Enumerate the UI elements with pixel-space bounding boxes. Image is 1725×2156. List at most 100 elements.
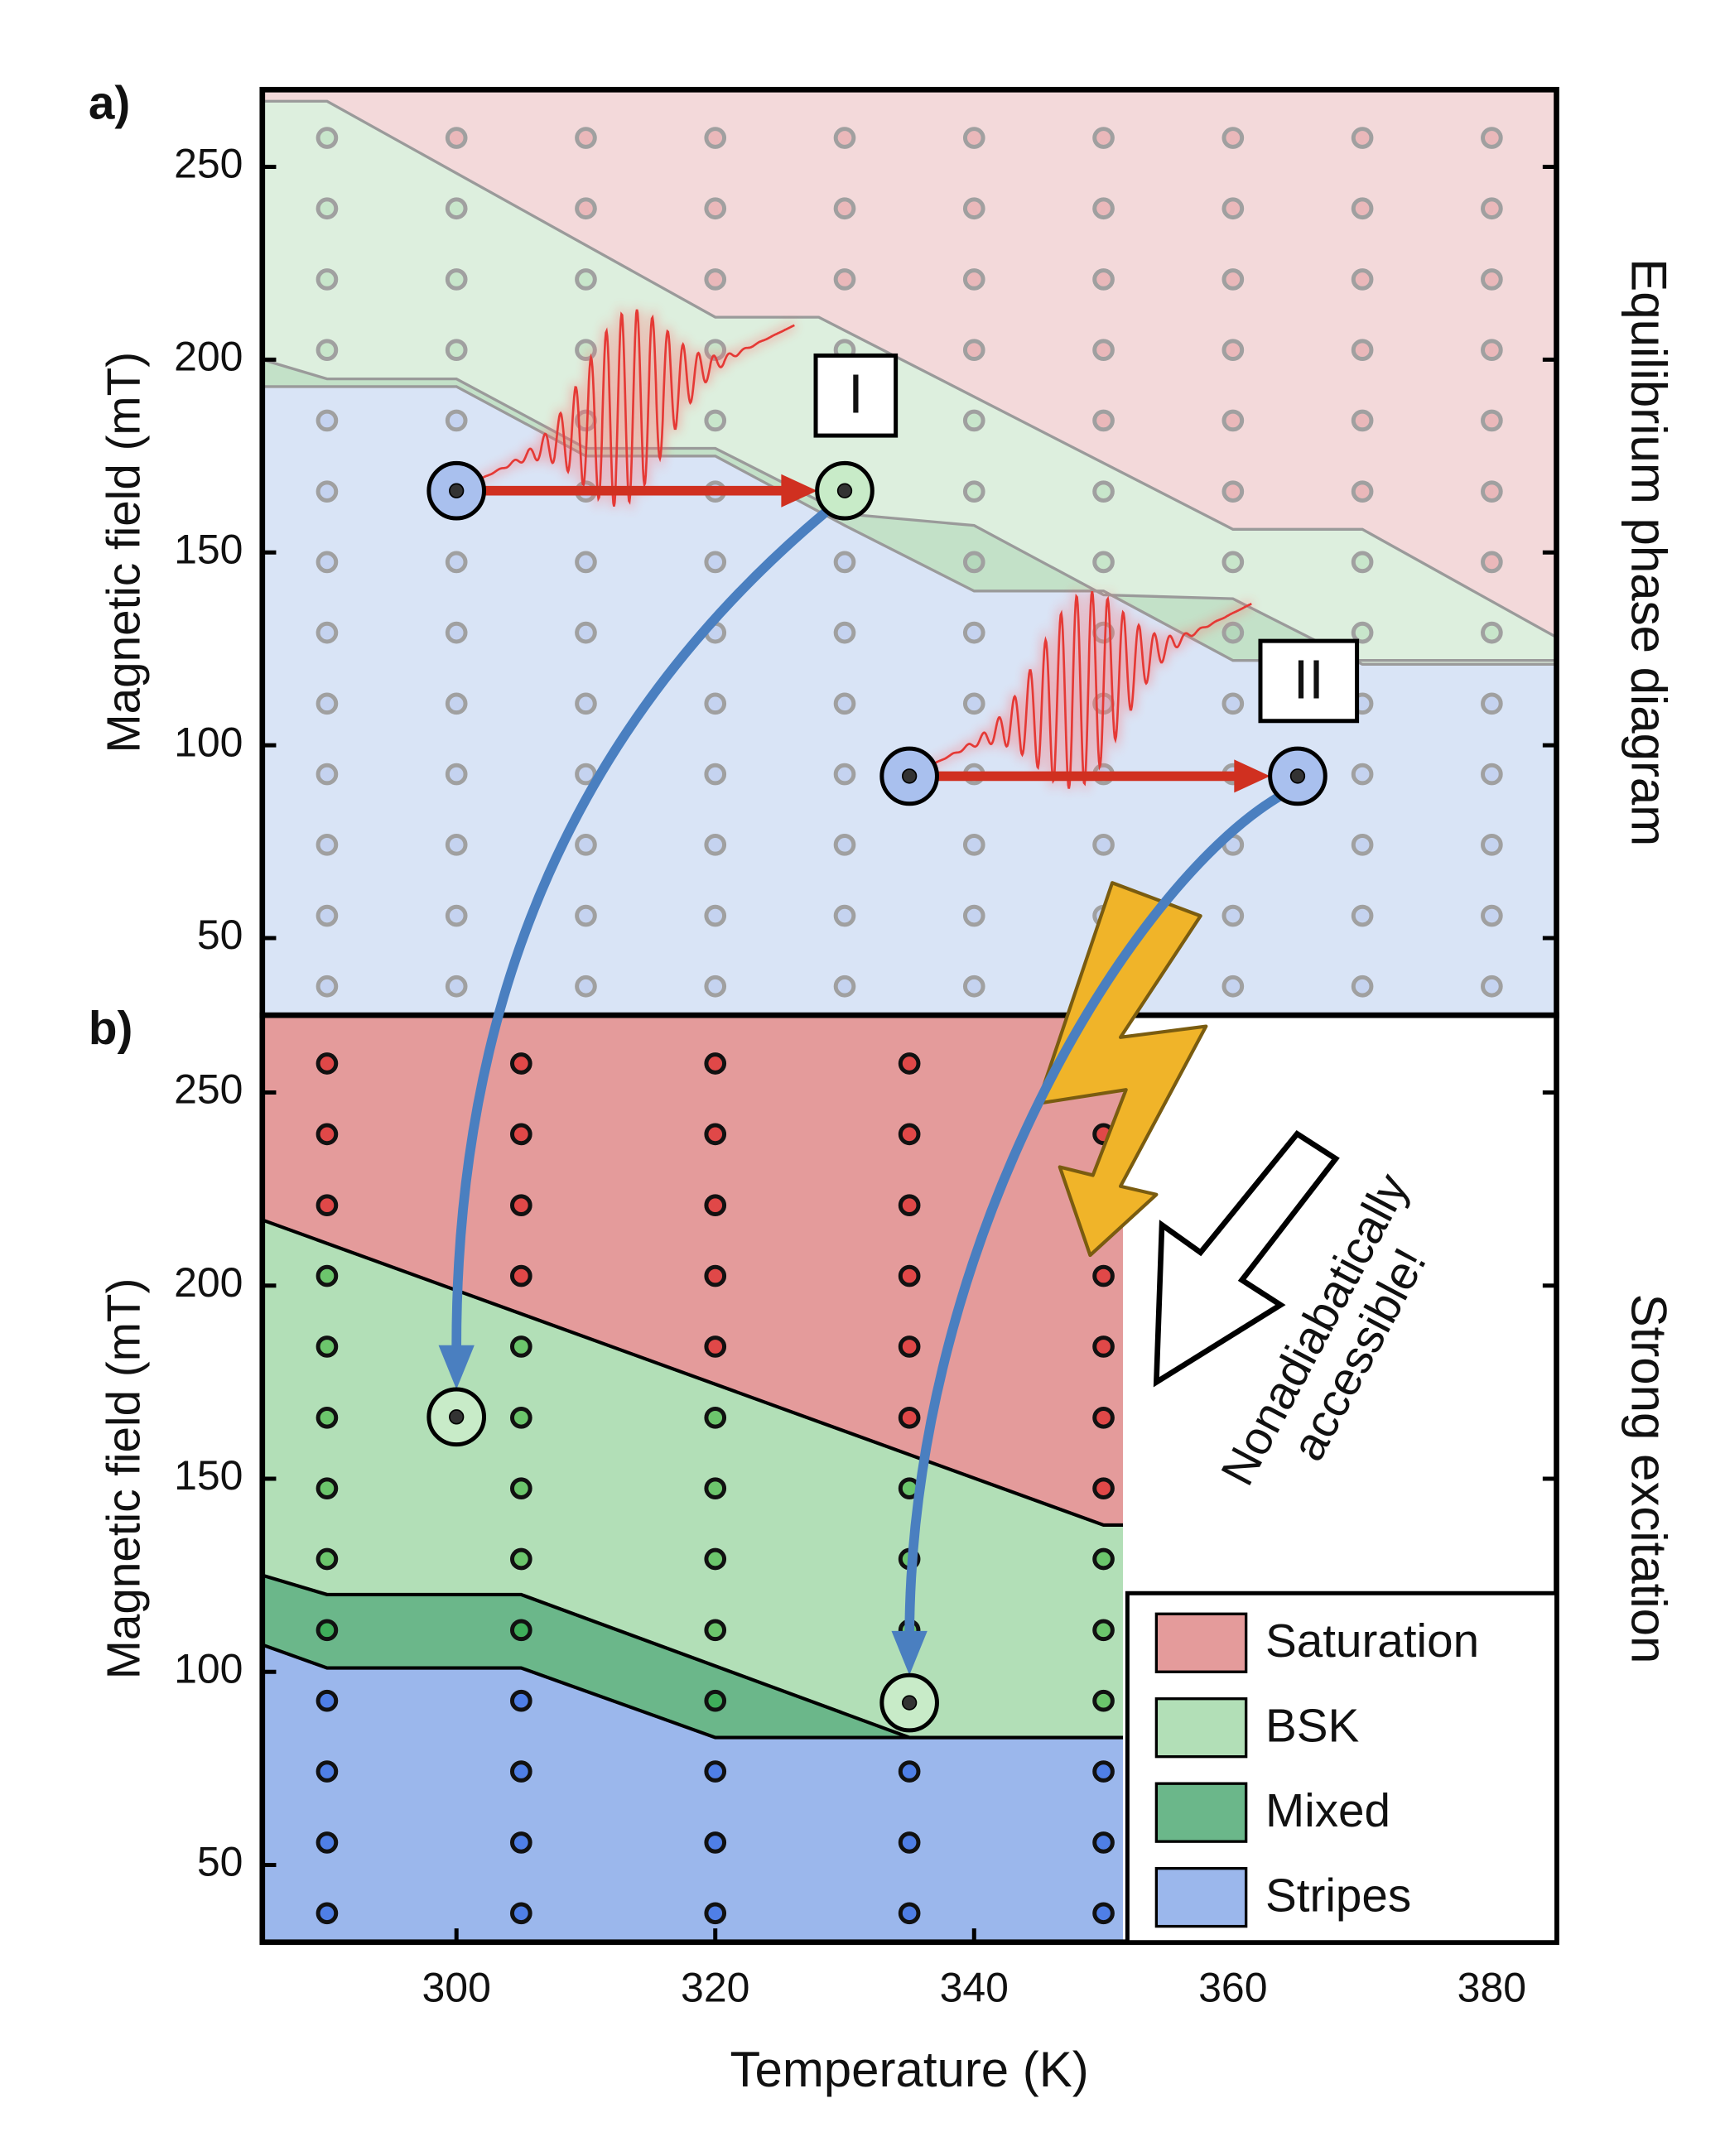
grid-dot [704,551,727,574]
grid-dot [962,904,985,927]
grid-dot [962,480,985,503]
grid-dot [1481,975,1503,998]
grid-dot [1221,409,1245,432]
grid-dot [509,1831,532,1854]
phase-boundary [262,1643,1123,1740]
grid-dot [898,1123,921,1146]
grid-dot [1092,1264,1115,1287]
grid-dot [962,975,985,998]
grid-dot [316,1902,339,1925]
grid-dot [316,1477,339,1499]
grid-dot [704,763,727,786]
grid-dot [575,621,597,644]
grid-dot [445,621,468,644]
y-tick-label: 250 [174,141,243,187]
grid-dot [704,1194,727,1217]
grid-dot [704,1689,727,1712]
grid-dot [1481,904,1503,927]
grid-dot [898,1052,921,1075]
grid-dot [316,1123,339,1146]
grid-dot [833,621,856,644]
grid-dot [704,1831,727,1854]
grid-dot [575,268,597,291]
grid-dot [575,197,597,220]
grid-dot [445,833,468,856]
grid-dot [316,833,339,856]
grid-dot [1092,1902,1115,1925]
grid-dot [509,1406,532,1429]
grid-dot [898,1264,921,1287]
grid-dot [1092,197,1115,220]
y-tick-label: 50 [197,912,243,958]
grid-dot [1221,480,1245,503]
grid-dot [509,1052,532,1075]
grid-dot [833,197,856,220]
y-tick-label: 150 [174,526,243,572]
legend-swatch [1154,1866,1248,1928]
state-marker-core [449,1409,465,1425]
grid-dot [509,1194,532,1217]
grid-dot [1092,480,1115,503]
grid-dot [316,904,339,927]
grid-dot [704,1760,727,1783]
grid-dot [509,1689,532,1712]
grid-dot [1221,692,1245,715]
grid-dot [316,1194,339,1217]
grid-dot [898,1902,921,1925]
grid-dot [704,1902,727,1925]
grid-dot [1351,833,1374,856]
grid-dot [1221,551,1245,574]
grid-dot [445,127,468,149]
grid-dot [445,339,468,362]
grid-dot [898,1194,921,1217]
grid-dot [1351,197,1374,220]
x-axis-label: Temperature (K) [730,2042,1089,2097]
grid-dot [316,763,339,786]
arrow-head [1234,759,1270,793]
grid-dot [833,763,856,786]
panel-label: a) [89,77,130,129]
legend-swatch [1154,1782,1248,1843]
grid-dot [316,692,339,715]
grid-dot [1092,1335,1115,1358]
grid-dot [316,127,339,149]
grid-dot [1481,480,1503,503]
y-tick-label: 100 [174,1645,243,1692]
legend-label: Saturation [1265,1615,1479,1668]
y-tick-label: 150 [174,1452,243,1499]
state-marker-core [449,483,465,498]
y-tick-label: 200 [174,334,243,380]
grid-dot [833,833,856,856]
grid-dot [445,197,468,220]
annotation-box [813,353,899,438]
grid-dot [316,621,339,644]
grid-dot [316,1689,339,1712]
mapping-arrow [904,791,1284,1637]
grid-dot [1481,763,1503,786]
grid-dot [445,268,468,291]
grid-dot [1092,1831,1115,1854]
grid-dot [509,1619,532,1642]
grid-dot [833,975,856,998]
grid-dot [1092,1547,1115,1571]
grid-dot [704,904,727,927]
grid-dot [704,692,727,715]
grid-dot [704,833,727,856]
side-title: Equilibrium phase diagram [1621,258,1676,846]
grid-dot [316,1052,339,1075]
grid-dot [316,551,339,574]
pulse [455,309,795,507]
lightning [1036,881,1208,1258]
grid-dot [1481,833,1503,856]
x-tick-label: 380 [1458,1964,1526,2010]
grid-dot [316,339,339,362]
grid-dot [1351,975,1374,998]
y-axis-label: Magnetic field (mT) [98,1278,150,1680]
grid-dot [1092,1477,1115,1499]
grid-dot [1221,339,1245,362]
y-tick-label: 100 [174,719,243,765]
grid-dot [316,1547,339,1571]
grid-dot [509,1335,532,1358]
arrow-head [781,474,817,508]
